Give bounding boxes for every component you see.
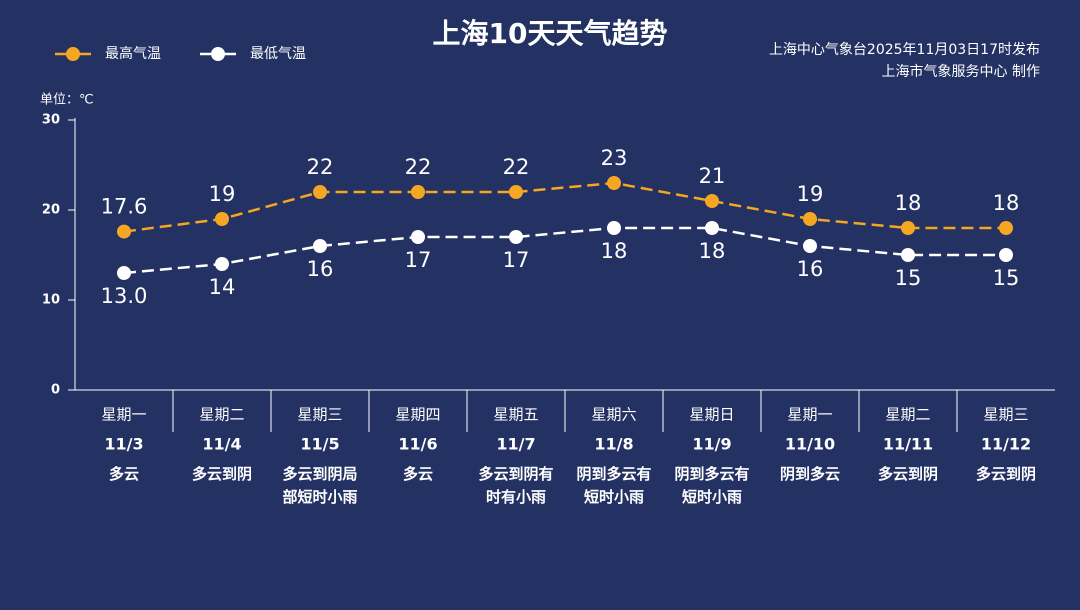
data-label: 19: [797, 182, 824, 206]
data-label: 18: [895, 191, 922, 215]
weather-label: 阴到多云有短时小雨: [576, 465, 651, 506]
point: [607, 221, 621, 235]
point: [999, 221, 1013, 235]
point: [901, 248, 915, 262]
unit-label: 单位：℃: [40, 93, 94, 108]
weekday-label: 星期三: [983, 406, 1028, 424]
x-tick-label: 11/11: [883, 435, 933, 454]
data-label: 22: [307, 155, 334, 179]
weather-label: 多云到阴局部短时小雨: [282, 465, 357, 506]
data-label: 18: [601, 239, 628, 263]
y-tick-label: 0: [51, 383, 60, 398]
point: [509, 185, 523, 199]
x-tick-label: 11/9: [692, 435, 731, 454]
data-label: 17.6: [101, 195, 148, 219]
line: [123, 226, 1006, 275]
data-label: 18: [699, 239, 726, 263]
point: [803, 212, 817, 226]
point: [607, 176, 621, 190]
weekday-label: 星期三: [297, 406, 342, 424]
point: [215, 212, 229, 226]
point: [901, 221, 915, 235]
x-tick-label: 11/8: [594, 435, 633, 454]
legend-label: 最高气温: [105, 45, 161, 62]
weather-label: 多云到阴有时有小雨: [478, 465, 553, 506]
point: [999, 248, 1013, 262]
line: [123, 181, 1006, 233]
x-tick-label: 11/12: [981, 435, 1031, 454]
data-label: 17: [405, 248, 432, 272]
weather-label: 多云: [109, 465, 139, 483]
y-tick-label: 30: [42, 113, 60, 128]
weekday-label: 星期四: [395, 406, 440, 424]
credit-note: 上海市气象服务中心 制作: [882, 63, 1040, 80]
legend-marker: [66, 47, 80, 61]
data-label: 15: [895, 266, 922, 290]
weather-label: 阴到多云有短时小雨: [674, 465, 749, 506]
weekday-label: 星期二: [885, 406, 930, 424]
data-label: 17: [503, 248, 530, 272]
data-label: 15: [993, 266, 1020, 290]
y-tick-label: 10: [42, 293, 60, 308]
x-tick-label: 11/10: [785, 435, 835, 454]
weekday-label: 星期日: [689, 406, 734, 424]
point: [411, 185, 425, 199]
weather-label: 阴到多云: [780, 465, 840, 483]
x-tick-label: 11/6: [398, 435, 437, 454]
x-tick-label: 11/7: [496, 435, 535, 454]
data-label: 22: [503, 155, 530, 179]
point: [215, 257, 229, 271]
point: [313, 185, 327, 199]
point: [117, 224, 131, 239]
point: [803, 239, 817, 253]
point: [411, 230, 425, 244]
weekday-label: 星期六: [591, 406, 636, 424]
weekday-label: 星期一: [787, 406, 832, 424]
y-tick-label: 20: [42, 203, 60, 218]
weather-label: 多云到阴: [976, 465, 1036, 483]
data-label: 16: [307, 257, 334, 281]
data-label: 21: [699, 164, 726, 188]
point: [705, 194, 719, 208]
x-tick-label: 11/5: [300, 435, 339, 454]
point: [313, 239, 327, 253]
weekday-label: 星期一: [101, 406, 146, 424]
point: [705, 221, 719, 235]
point: [117, 266, 131, 280]
data-label: 13.0: [101, 284, 148, 308]
weather-label: 多云到阴: [192, 465, 252, 483]
legend-marker: [211, 47, 225, 61]
data-label: 23: [601, 146, 628, 170]
data-label: 16: [797, 257, 824, 281]
x-tick-label: 11/3: [104, 435, 143, 454]
weekday-label: 星期五: [493, 406, 538, 424]
weather-label: 多云: [403, 465, 433, 483]
chart-title: 上海10天天气趋势: [433, 17, 668, 50]
data-label: 14: [209, 275, 236, 299]
legend-label: 最低气温: [250, 46, 306, 62]
data-label: 22: [405, 155, 432, 179]
data-label: 19: [209, 182, 236, 206]
x-tick-label: 11/4: [202, 435, 241, 454]
source-note: 上海中心气象台2025年11月03日17时发布: [769, 42, 1040, 58]
point: [509, 230, 523, 244]
data-label: 18: [993, 191, 1020, 215]
weather-label: 多云到阴: [878, 465, 938, 483]
weekday-label: 星期二: [199, 406, 244, 424]
